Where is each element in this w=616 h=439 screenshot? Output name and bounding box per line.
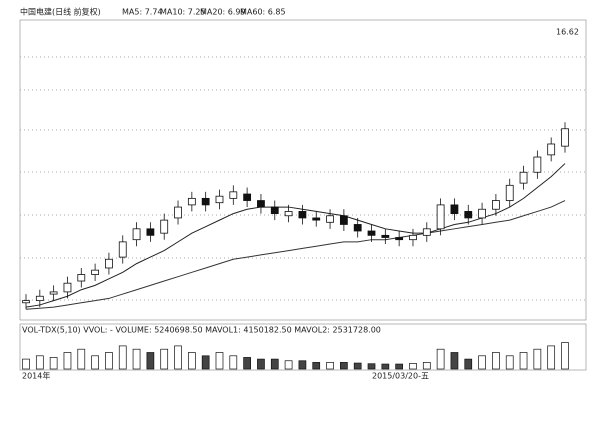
candle-body (409, 234, 417, 241)
volume-bar (49, 357, 58, 370)
candle-body (229, 191, 238, 199)
volume-bar (22, 358, 30, 370)
candle-body (132, 228, 141, 241)
volume-bar (409, 363, 417, 370)
candle-body (49, 291, 58, 295)
volume-bar (326, 362, 334, 370)
volume-bar (492, 352, 500, 370)
volume-bar (270, 358, 279, 370)
volume-bar (257, 358, 265, 370)
volume-bar (312, 362, 321, 370)
header-ma: MA5: 7.74 (122, 8, 163, 17)
candle-body (270, 206, 279, 214)
volume-bar (436, 348, 445, 370)
candle-body (105, 258, 113, 269)
price-panel (19, 19, 587, 321)
candle-body (146, 228, 155, 236)
volume-bar (422, 362, 431, 370)
volume-bar (353, 362, 362, 370)
volume-bar (160, 348, 169, 370)
candle-body (312, 217, 321, 221)
candle-body (215, 195, 224, 204)
candle-body (547, 143, 556, 156)
candle-body (353, 224, 362, 232)
volume-bar (533, 348, 542, 370)
candle-body (519, 171, 528, 184)
candle-body (339, 215, 348, 225)
max-label: 16.62 (556, 28, 579, 37)
ma-line (25, 200, 566, 310)
candle-body (35, 295, 44, 301)
candle-body (464, 211, 473, 219)
candle-body (63, 282, 72, 293)
volume-bar (505, 355, 514, 370)
candle-body (478, 208, 486, 219)
candle-body (118, 241, 127, 258)
candle-body (257, 200, 265, 208)
candle-body (22, 300, 30, 304)
ma-line (25, 163, 566, 308)
volume-bar (519, 352, 528, 370)
volume-header: VOL-TDX(5,10) VVOL: - VOLUME: 5240698.50… (22, 326, 381, 335)
volume-bar (340, 362, 348, 370)
date-label: 2015/03/20-五 (372, 372, 429, 381)
volume-bar (367, 363, 376, 370)
volume-bar (478, 355, 486, 370)
candle-body (422, 228, 431, 236)
date-label: 2014年 (22, 371, 50, 381)
candle-body (174, 206, 182, 219)
volume-bar (63, 352, 72, 370)
candle-body (326, 215, 334, 223)
candle-body (77, 274, 86, 282)
volume-bar (187, 352, 196, 370)
candle-body (505, 184, 514, 201)
candle-body (436, 204, 445, 230)
volume-bar (284, 360, 293, 370)
candle-body (561, 128, 569, 147)
grid (20, 56, 586, 301)
volume-bar (547, 345, 556, 370)
header-ma: MA10: 7.25 (160, 8, 206, 17)
candle-body (395, 237, 404, 241)
candle-body (201, 197, 210, 206)
volume-bar (395, 363, 404, 370)
candle-body (298, 211, 307, 219)
candle-body (284, 211, 293, 217)
volume-bar (561, 342, 569, 370)
volume-bar (132, 348, 141, 370)
header-name: 中国电建(日线 前复权) (20, 7, 101, 17)
candle-body (91, 269, 100, 275)
volume-bar (381, 363, 390, 370)
volume-bar (174, 345, 182, 370)
volume-bar (243, 357, 251, 370)
volume-bar (91, 355, 99, 370)
candle-body (450, 204, 459, 214)
candle-body (160, 219, 169, 234)
volume-bar (118, 345, 127, 370)
volume-bar (215, 352, 224, 370)
volume-bar (35, 355, 44, 370)
candle-body (243, 193, 252, 201)
header-ma: MA20: 6.99 (200, 8, 246, 17)
volume-bar (450, 352, 459, 370)
volume-bar (298, 360, 307, 370)
candle-body (381, 234, 390, 238)
volume-bar (146, 352, 155, 370)
header-ma: MA60: 6.85 (240, 8, 286, 17)
volume-bar (201, 355, 210, 370)
candle-body (491, 200, 500, 210)
volume-bar (105, 352, 113, 370)
volume-bar (229, 355, 238, 370)
volume-bar (77, 348, 86, 370)
candle-body (187, 197, 196, 206)
candle-body (533, 156, 542, 173)
volume-panel (19, 323, 587, 371)
candle-body (367, 230, 376, 236)
volume-bar (464, 358, 473, 370)
